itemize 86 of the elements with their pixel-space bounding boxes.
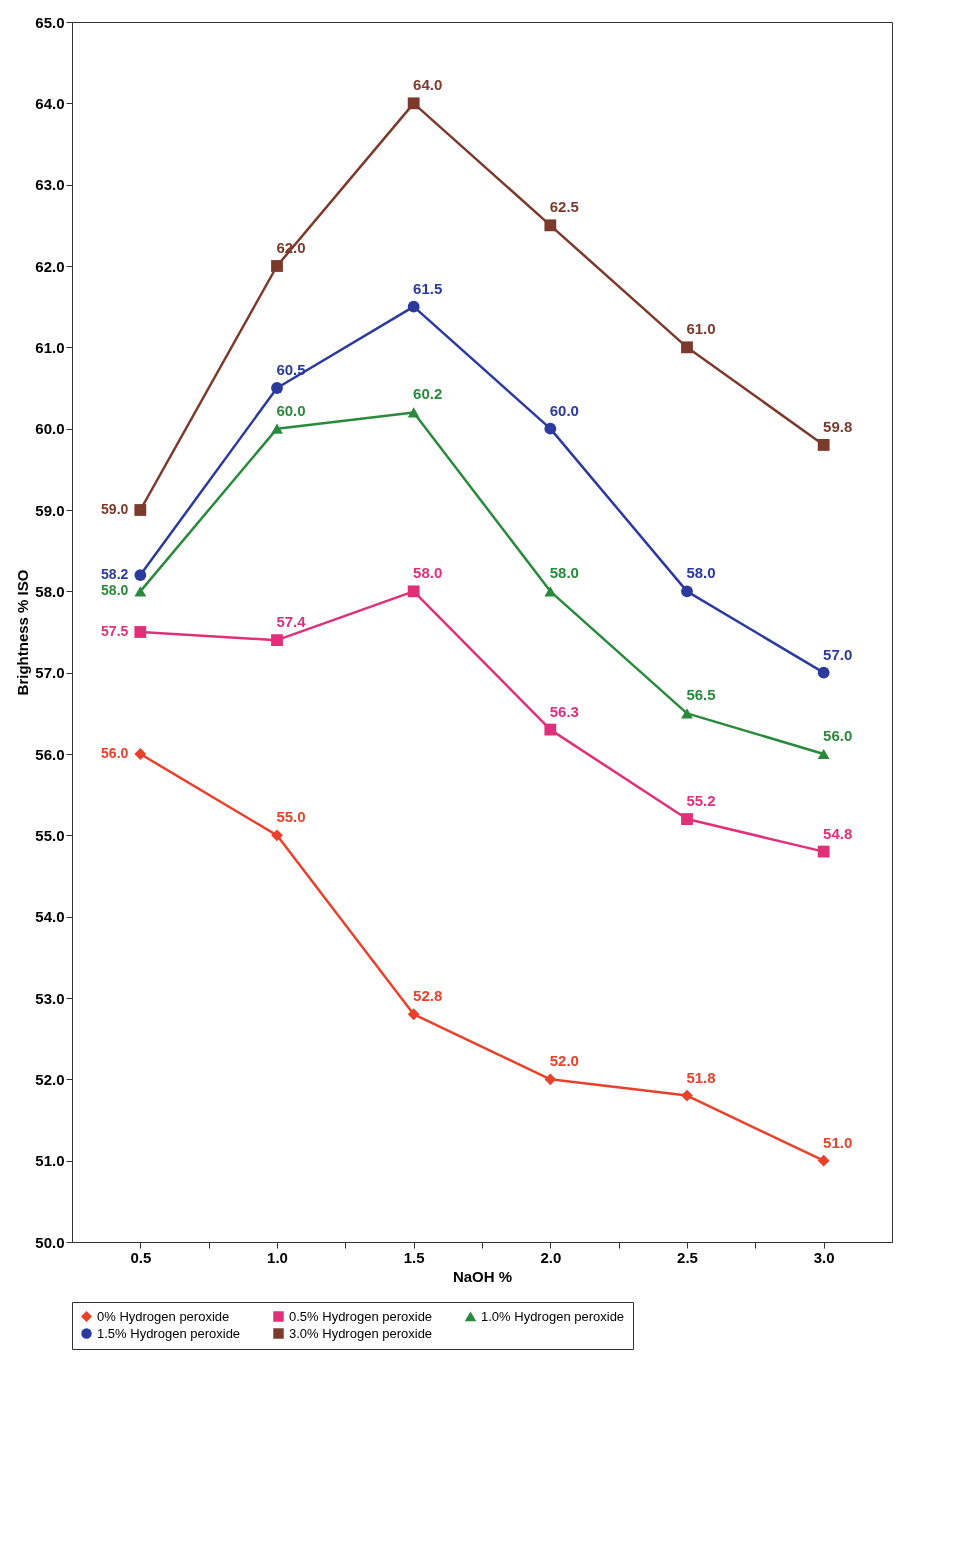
x-tick-label: 3.0 <box>813 1248 835 1266</box>
y-tick-label: 61.0 <box>35 338 65 356</box>
data-label: 51.0 <box>823 1133 853 1151</box>
data-label: 64.0 <box>413 76 443 94</box>
data-label: 58.0 <box>549 564 579 582</box>
data-label: 51.8 <box>686 1068 716 1086</box>
point <box>817 439 830 451</box>
y-tick-label: 63.0 <box>35 176 65 194</box>
point <box>271 423 283 434</box>
y-tick-label: 53.0 <box>35 989 65 1007</box>
y-axis-title: Brightness % ISO <box>14 569 32 696</box>
point <box>681 813 693 825</box>
data-label: 55.2 <box>686 792 716 810</box>
data-label: 60.2 <box>413 385 443 403</box>
point <box>407 1008 420 1021</box>
point <box>134 626 147 638</box>
point <box>817 1154 830 1167</box>
y-tick-label: 52.0 <box>35 1070 65 1088</box>
legend-label: 3.0% Hydrogen peroxide <box>289 1325 433 1341</box>
point <box>271 634 283 647</box>
point <box>681 341 693 354</box>
point <box>544 422 557 435</box>
point <box>544 586 557 597</box>
point <box>544 219 557 232</box>
data-label: 58.0 <box>413 564 443 582</box>
y-tick-label: 58.0 <box>35 582 65 600</box>
data-label: 59.8 <box>823 417 853 435</box>
point <box>271 382 283 394</box>
data-label: 60.0 <box>276 401 306 419</box>
point <box>134 569 147 581</box>
y-tick-label: 62.0 <box>35 257 65 275</box>
point <box>271 260 283 272</box>
data-label: 56.5 <box>686 686 716 704</box>
point <box>407 97 420 110</box>
point <box>134 748 147 760</box>
y-tick-label: 65.0 <box>35 13 65 31</box>
legend-label: 0.5% Hydrogen peroxide <box>289 1308 433 1324</box>
data-label: 56.3 <box>549 702 579 720</box>
point <box>134 586 147 597</box>
data-label: 56.0 <box>101 745 129 761</box>
legend-label: 1.5% Hydrogen peroxide <box>97 1325 241 1341</box>
x-tick-label: 0.5 <box>130 1248 152 1266</box>
y-tick-label: 50.0 <box>35 1233 65 1251</box>
data-label: 56.0 <box>823 727 853 744</box>
data-label: 57.5 <box>101 623 129 639</box>
data-label: 54.8 <box>823 824 853 842</box>
y-tick-label: 59.0 <box>35 501 65 519</box>
y-tick-label: 54.0 <box>35 908 65 926</box>
point <box>271 829 283 842</box>
x-axis-title: NaOH % <box>452 1267 513 1285</box>
data-label: 61.5 <box>413 279 443 297</box>
y-tick-label: 56.0 <box>35 745 65 763</box>
data-label: 58.0 <box>101 582 129 599</box>
point <box>681 585 693 598</box>
point <box>407 300 420 313</box>
point <box>817 666 830 679</box>
point <box>544 1073 557 1086</box>
data-label: 55.0 <box>276 808 306 826</box>
x-tick-label: 1.5 <box>403 1248 425 1266</box>
data-label: 58.2 <box>101 566 129 583</box>
y-tick-label: 51.0 <box>35 1152 65 1170</box>
data-label: 61.0 <box>686 320 716 338</box>
x-tick-label: 1.0 <box>267 1248 288 1266</box>
data-label: 52.8 <box>413 987 443 1005</box>
point <box>134 504 147 516</box>
legend-label: 1.0% Hydrogen peroxide <box>481 1308 625 1324</box>
y-tick-label: 60.0 <box>35 420 65 438</box>
data-label: 59.0 <box>101 501 129 517</box>
point <box>817 748 830 760</box>
y-tick-label: 55.0 <box>35 826 65 844</box>
legend-label: 0% Hydrogen peroxide <box>97 1308 230 1324</box>
point <box>407 407 420 418</box>
data-label: 57.4 <box>276 613 307 631</box>
x-tick-label: 2.5 <box>677 1248 698 1266</box>
data-label: 52.0 <box>549 1052 579 1070</box>
x-tick-label: 2.0 <box>540 1248 562 1266</box>
point <box>544 723 557 736</box>
data-label: 62.5 <box>549 198 579 216</box>
data-label: 60.0 <box>549 401 579 419</box>
y-tick-label: 57.0 <box>35 664 65 682</box>
data-label: 57.0 <box>823 645 853 663</box>
point <box>407 585 420 598</box>
data-label: 58.0 <box>686 564 716 582</box>
point <box>817 845 830 858</box>
point <box>681 1089 693 1102</box>
y-tick-label: 64.0 <box>35 94 65 112</box>
